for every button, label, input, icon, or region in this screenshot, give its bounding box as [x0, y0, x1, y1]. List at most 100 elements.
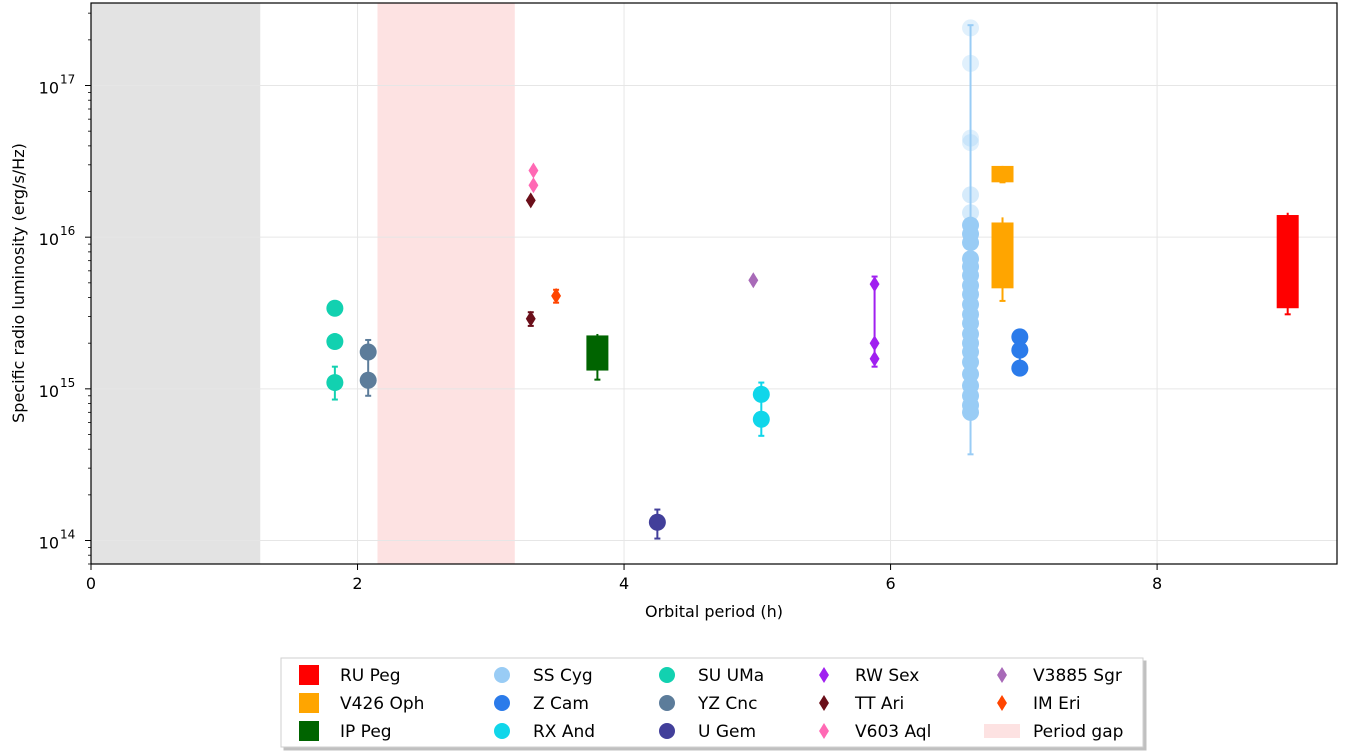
v3885-sgr-point: [748, 272, 759, 289]
legend-item-v603-aql: V603 Aql: [819, 722, 931, 742]
su-uma-point: [326, 333, 344, 351]
legend-label: V3885 Sgr: [1033, 666, 1122, 686]
legend-label: IM Eri: [1033, 694, 1081, 714]
legend-swatch: [659, 695, 675, 711]
z-cam-point: [1011, 328, 1029, 346]
legend-label: SU UMa: [698, 666, 764, 686]
series-rw-sex: [869, 275, 880, 368]
yz-cnc-point: [359, 343, 377, 361]
ss-cyg-point: [962, 403, 980, 421]
legend-swatch: [494, 695, 510, 711]
legend-label: Period gap: [1033, 722, 1123, 742]
legend-swatch: [819, 723, 829, 739]
ss-cyg-point: [962, 186, 980, 204]
y-tick-exponent: 15: [60, 376, 75, 390]
y-tick-exponent: 14: [60, 528, 75, 542]
series-v3885-sgr: [748, 272, 759, 289]
z-cam-point: [1011, 341, 1029, 359]
v603-aql-point: [528, 177, 539, 194]
legend: RU Peg V426 Oph IP Peg SS Cyg Z Cam RX And SU …: [280, 657, 1144, 748]
excluded-region: [91, 3, 261, 564]
ss-cyg-point: [962, 353, 980, 371]
v426-oph-box: [991, 222, 1014, 289]
series-z-cam: [1011, 328, 1029, 377]
y-tick-label: 10: [39, 230, 59, 249]
legend-item-yz-cnc: YZ Cnc: [659, 694, 757, 714]
legend-label: IP Peg: [340, 722, 392, 742]
x-tick-label: 0: [86, 574, 96, 593]
series-im-eri: [551, 287, 562, 304]
series-yz-cnc: [359, 338, 377, 397]
x-axis-label: Orbital period (h): [645, 602, 783, 621]
legend-label: YZ Cnc: [697, 694, 757, 714]
rw-sex-point: [869, 276, 880, 293]
legend-item-period-gap: Period gap: [984, 722, 1123, 742]
period-gap-region: [377, 3, 515, 564]
shaded-regions: [91, 3, 515, 564]
rw-sex-point: [869, 335, 880, 352]
series-rx-and: [752, 381, 770, 437]
legend-item-z-cam: Z Cam: [494, 694, 589, 714]
rx-and-point: [752, 410, 770, 428]
legend-label: RW Sex: [855, 666, 919, 686]
legend-item-ss-cyg: SS Cyg: [494, 666, 593, 686]
legend-label: TT Ari: [854, 694, 904, 714]
rx-and-point: [752, 385, 770, 403]
legend-item-su-uma: SU UMa: [659, 666, 764, 686]
legend-swatch: [819, 667, 829, 683]
tt-ari-point: [525, 310, 536, 327]
im-eri-point: [551, 287, 562, 304]
y-tick-label: 10: [39, 382, 59, 401]
ss-cyg-point: [962, 129, 980, 147]
ss-cyg-point: [962, 54, 980, 72]
ss-cyg-point: [962, 234, 980, 252]
su-uma-point: [326, 374, 344, 392]
legend-swatch: [494, 667, 510, 683]
ss-cyg-point: [962, 204, 980, 222]
su-uma-point: [326, 299, 344, 317]
ss-cyg-point: [962, 134, 980, 152]
series-v426-oph: [991, 165, 1014, 302]
data-marks: [326, 19, 1299, 540]
series-v603-aql: [528, 162, 539, 194]
legend-swatch: [997, 695, 1007, 711]
tt-ari-point: [525, 192, 536, 209]
legend-label: RU Peg: [340, 666, 401, 686]
legend-swatch: [819, 695, 829, 711]
legend-label: V426 Oph: [340, 694, 424, 714]
yz-cnc-point: [359, 371, 377, 389]
series-ru-peg: [1276, 212, 1299, 316]
legend-item-ip-peg: IP Peg: [299, 721, 392, 742]
x-axis: 0 2 4 6 8: [86, 564, 1162, 593]
legend-swatch: [299, 721, 319, 741]
ip-peg-box: [586, 335, 609, 371]
y-tick-label: 10: [39, 534, 59, 553]
legend-item-rw-sex: RW Sex: [819, 666, 919, 686]
u-gem-point: [648, 513, 666, 531]
legend-label: RX And: [533, 722, 595, 742]
legend-swatch: [494, 723, 510, 739]
legend-label: Z Cam: [533, 694, 589, 714]
y-tick-exponent: 16: [60, 224, 75, 238]
y-axis-label: Specific radio luminosity (erg/s/Hz): [9, 143, 28, 423]
plot-frame: [90, 2, 1338, 565]
legend-swatch: [299, 693, 319, 713]
legend-item-v426-oph: V426 Oph: [299, 693, 424, 714]
series-u-gem: [648, 508, 666, 540]
legend-item-tt-ari: TT Ari: [819, 694, 904, 714]
ss-cyg-point: [962, 19, 980, 37]
series-ss-cyg: [962, 19, 980, 456]
grid-lines: [90, 3, 1337, 564]
rw-sex-point: [869, 350, 880, 367]
legend-item-u-gem: U Gem: [659, 722, 756, 742]
legend-swatch: [659, 723, 675, 739]
x-tick-label: 8: [1152, 574, 1162, 593]
ru-peg-box: [1276, 215, 1299, 309]
legend-item-im-eri: IM Eri: [997, 694, 1081, 714]
legend-item-v3885-sgr: V3885 Sgr: [997, 666, 1122, 686]
legend-label: U Gem: [698, 722, 756, 742]
y-tick-exponent: 17: [60, 73, 75, 87]
legend-label: SS Cyg: [533, 666, 593, 686]
legend-item-ru-peg: RU Peg: [299, 665, 401, 686]
